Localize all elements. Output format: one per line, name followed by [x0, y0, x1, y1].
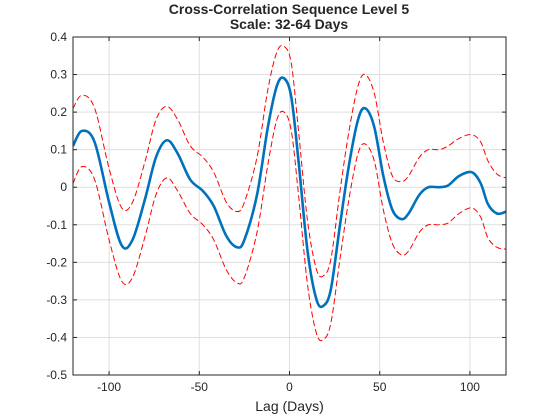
estimate-line	[73, 76, 506, 309]
x-tick-label: -100	[97, 380, 121, 394]
x-tick-labels: -100 -50 0 50 100	[97, 380, 480, 394]
x-axis-label: Lag (Days)	[255, 398, 323, 414]
y-tick-label: -0.3	[46, 293, 67, 307]
x-tick-label: -50	[191, 380, 209, 394]
y-tick-label: -0.5	[46, 368, 67, 382]
chart-title: Cross-Correlation Sequence Level 5	[169, 1, 410, 17]
upper-bound-line	[73, 44, 506, 278]
x-tick-label: 0	[286, 380, 293, 394]
plot-area: -100 -50 0 50 100 -0.5 -0.4 -0.3 -0.2 -0.1 0 0.1 0.…	[46, 30, 507, 394]
y-tick-label: 0.3	[50, 68, 67, 82]
x-tick-label: 50	[373, 380, 387, 394]
y-tick-label: -0.4	[46, 330, 67, 344]
chart-subtitle: Scale: 32-64 Days	[230, 16, 349, 32]
y-tick-labels: -0.5 -0.4 -0.3 -0.2 -0.1 0 0.1 0.2 0.3 0.4	[46, 30, 67, 382]
series-layer	[73, 44, 506, 342]
x-tick-label: 100	[460, 380, 480, 394]
y-tick-label: 0.2	[50, 105, 67, 119]
y-tick-label: 0.4	[50, 30, 67, 44]
y-tick-label: 0	[60, 180, 67, 194]
lower-bound-line	[73, 110, 506, 342]
y-tick-label: 0.1	[50, 143, 67, 157]
y-tick-label: -0.2	[46, 255, 67, 269]
tick-marks	[73, 36, 506, 376]
y-tick-label: -0.1	[46, 218, 67, 232]
